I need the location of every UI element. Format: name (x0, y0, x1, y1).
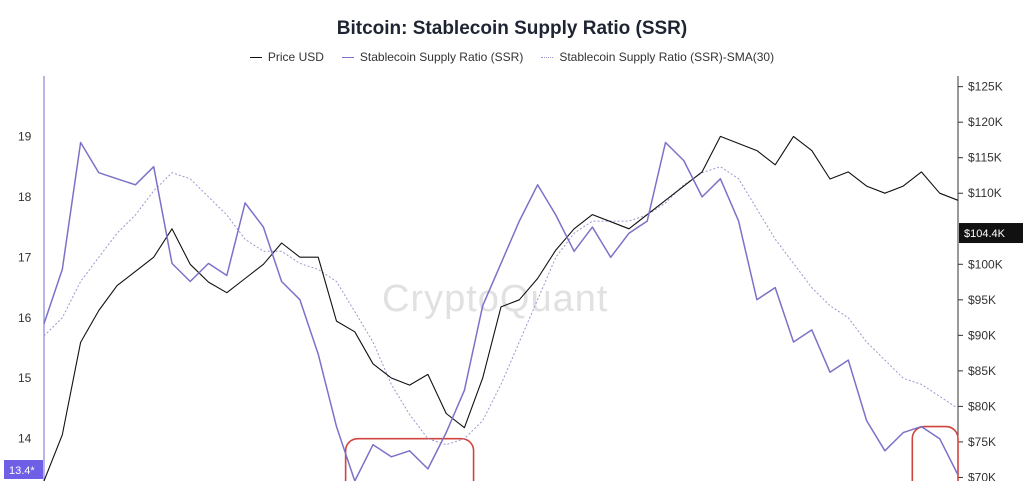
ssr-value-tag-label: 13.4* (9, 465, 35, 477)
highlight-box (911, 425, 959, 481)
right-tick-label: $75K (968, 435, 996, 449)
right-tick-label: $95K (968, 293, 996, 307)
left-tick-label: 16 (18, 311, 32, 325)
legend-item-ssr[interactable]: Stablecoin Supply Ratio (SSR) (341, 50, 524, 64)
right-tick-label: $80K (968, 399, 996, 413)
left-tick-label: 19 (18, 129, 32, 143)
right-tick-label: $85K (968, 364, 996, 378)
price-value-tag-label: $104.4K (964, 228, 1006, 240)
right-tick-label: $100K (968, 257, 1003, 271)
series-line-price (43, 135, 959, 481)
left-tick-label: 17 (18, 250, 32, 264)
ssr-value-tag (4, 460, 43, 479)
legend-item-ssr-sma[interactable]: Stablecoin Supply Ratio (SSR)-SMA(30) (541, 50, 774, 64)
legend-label-price: Price USD (267, 50, 324, 64)
right-tick-label: $90K (968, 328, 996, 342)
legend: Price USD Stablecoin Supply Ratio (SSR) … (0, 50, 1024, 64)
legend-swatch-price (249, 56, 262, 58)
chart-title: Bitcoin: Stablecoin Supply Ratio (SSR) (336, 18, 688, 39)
left-tick-label: 18 (18, 190, 32, 204)
highlight-box (344, 437, 475, 481)
right-tick-label: $125K (968, 80, 1003, 94)
right-tick-label: $110K (968, 186, 1002, 200)
right-tick-label: $70K (968, 470, 996, 481)
legend-swatch-ssr-sma (541, 56, 554, 58)
series-line-ssr-sma (43, 166, 959, 446)
price-value-tag (959, 223, 1023, 244)
legend-label-ssr: Stablecoin Supply Ratio (SSR) (359, 50, 524, 64)
left-tick-label: 15 (18, 371, 32, 385)
right-tick-label: $120K (968, 115, 1003, 129)
legend-swatch-ssr (341, 56, 354, 58)
left-tick-label: 14 (18, 432, 32, 446)
legend-item-price[interactable]: Price USD (249, 50, 324, 64)
right-tick-label: $115K (968, 151, 1002, 165)
series-line-ssr (43, 141, 959, 481)
legend-label-ssr-sma: Stablecoin Supply Ratio (SSR)-SMA(30) (559, 50, 775, 64)
watermark: CryptoQuant (382, 278, 609, 320)
